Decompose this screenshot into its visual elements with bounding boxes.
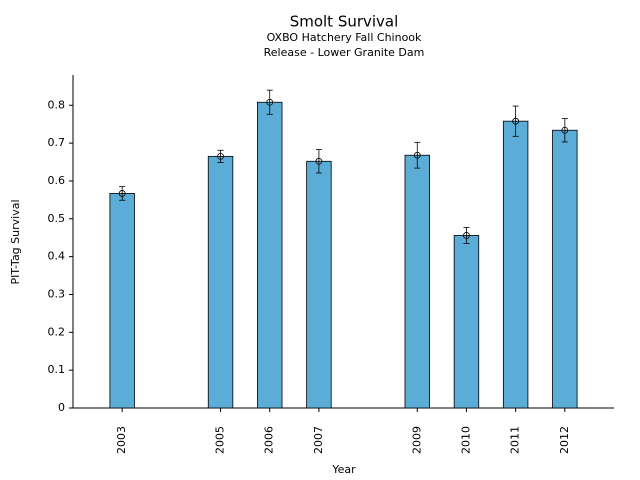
x-tick-label: 2009 xyxy=(410,426,423,454)
point-marker xyxy=(217,152,224,160)
bar xyxy=(453,235,480,409)
error-bar xyxy=(512,105,519,137)
x-tick-label: 2011 xyxy=(509,426,522,454)
x-tick-label: 2010 xyxy=(459,426,472,454)
bar xyxy=(257,101,283,409)
x-tick-label: 2007 xyxy=(312,426,325,454)
x-axis-label: Year xyxy=(331,463,356,476)
point-marker xyxy=(512,117,520,125)
point-marker xyxy=(561,126,569,134)
error-bar xyxy=(414,141,421,169)
chart-title: Smolt Survival xyxy=(290,13,399,31)
x-tick-label: 2012 xyxy=(558,426,571,454)
bar xyxy=(109,193,135,409)
error-bar xyxy=(561,118,568,143)
bar xyxy=(306,160,332,409)
y-tick-label: 0.7 xyxy=(48,136,66,149)
y-tick-label: 0.8 xyxy=(48,98,66,111)
point-marker xyxy=(413,151,421,159)
error-bar xyxy=(463,227,470,244)
chart-subtitle: OXBO Hatchery Fall Chinook xyxy=(267,31,422,44)
y-tick-label: 0.1 xyxy=(48,363,66,376)
bar xyxy=(502,120,529,409)
chart-subtitle: Release - Lower Granite Dam xyxy=(264,46,425,59)
y-tick-label: 0.4 xyxy=(48,250,66,263)
error-bar xyxy=(266,89,273,115)
bar xyxy=(207,155,234,409)
error-bar xyxy=(119,186,126,201)
error-bar xyxy=(217,149,224,163)
point-marker xyxy=(266,98,274,106)
y-tick-label: 0.6 xyxy=(48,174,66,187)
bar xyxy=(404,154,430,409)
x-tick-label: 2003 xyxy=(115,426,128,454)
bar xyxy=(552,129,578,409)
point-marker xyxy=(315,157,323,165)
y-tick-label: 0.3 xyxy=(48,287,66,300)
point-marker xyxy=(118,190,126,197)
error-bar xyxy=(315,149,322,174)
x-tick-label: 2006 xyxy=(263,426,276,454)
y-tick-label: 0.5 xyxy=(48,212,66,225)
point-marker xyxy=(463,232,470,239)
y-tick-label: 0 xyxy=(58,401,65,414)
x-tick-label: 2005 xyxy=(214,426,227,454)
y-tick-label: 0.2 xyxy=(48,325,66,338)
y-axis-label: PIT-Tag Survival xyxy=(9,199,22,284)
